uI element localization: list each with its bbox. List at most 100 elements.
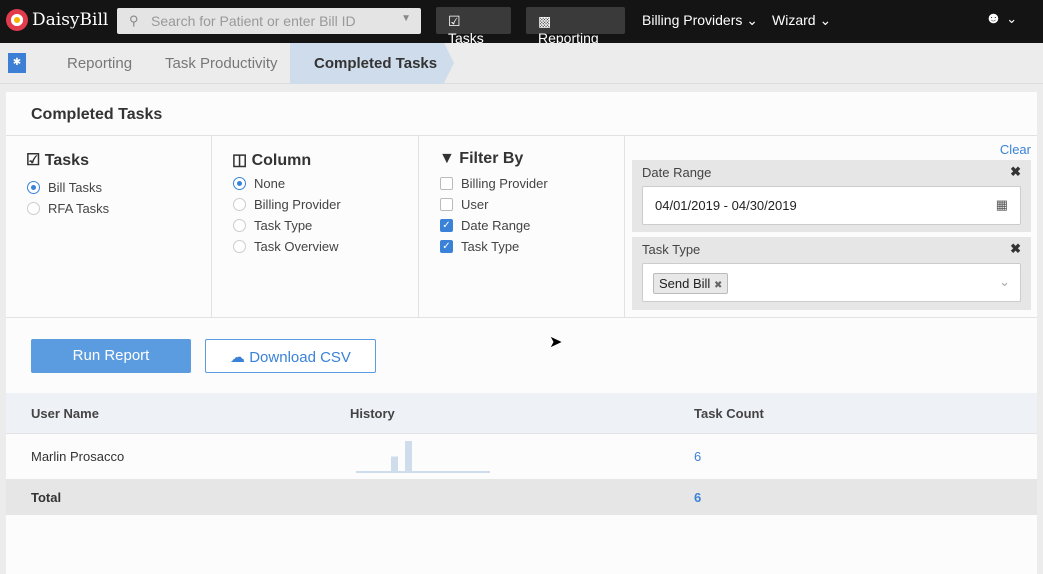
task-type-label: Task Type xyxy=(642,242,701,257)
wizard-label: Wizard xyxy=(772,12,816,28)
tasks-heading-text: Tasks xyxy=(44,152,89,169)
breadcrumb: Reporting Task Productivity Completed Ta… xyxy=(0,43,1043,84)
checkbox-billing-provider[interactable]: Billing Provider xyxy=(440,176,548,191)
task-count-link[interactable]: 6 xyxy=(694,449,702,464)
date-range-input[interactable]: 04/01/2019 - 04/30/2019 ▦ xyxy=(642,186,1021,225)
radio-button[interactable] xyxy=(233,198,246,211)
option-label: Billing Provider xyxy=(254,197,341,212)
run-report-button[interactable]: Run Report xyxy=(31,339,191,373)
remove-tag-icon[interactable]: ✖ xyxy=(713,280,723,291)
filter-by-section: ▼ Filter By Billing Provider User ✓ Date … xyxy=(419,136,625,318)
chevron-down-icon: ⌄ xyxy=(1006,11,1018,26)
option-label: Task Overview xyxy=(254,239,339,254)
task-type-filter: Task Type ✖ Send Bill ✖ ⌄ xyxy=(632,237,1031,310)
filter-heading-text: Filter By xyxy=(459,150,524,167)
radio-button[interactable] xyxy=(27,181,40,194)
clear-filters-link[interactable]: Clear xyxy=(999,142,1031,157)
column-heading-text: Column xyxy=(251,152,312,169)
column-section: ◫ Column None Billing Provider Task Type… xyxy=(212,136,419,318)
sparkline-bar xyxy=(391,456,398,472)
app-name: DaisyBill xyxy=(32,10,109,30)
search-icon: ⚲ xyxy=(129,13,139,28)
remove-filter-icon[interactable]: ✖ xyxy=(1010,241,1021,256)
history-sparkline xyxy=(356,441,490,473)
breadcrumb-task-productivity[interactable]: Task Productivity xyxy=(165,55,278,72)
columns-icon: ◫ xyxy=(232,152,248,169)
chevron-down-icon[interactable]: ⌄ xyxy=(999,274,1010,289)
option-label: Bill Tasks xyxy=(48,180,102,195)
checkbox-task-type[interactable]: ✓ Task Type xyxy=(440,239,519,254)
checkbox[interactable]: ✓ xyxy=(440,219,453,232)
tag-send-bill: Send Bill ✖ xyxy=(653,273,729,294)
option-label: RFA Tasks xyxy=(48,201,110,216)
radio-rfa-tasks[interactable]: RFA Tasks xyxy=(27,201,109,216)
tasks-heading: ☑ Tasks xyxy=(26,150,89,170)
column-heading: ◫ Column xyxy=(232,150,311,170)
mouse-cursor: ➤ xyxy=(549,334,563,351)
option-label: User xyxy=(461,197,489,212)
radio-bill-tasks[interactable]: Bill Tasks xyxy=(27,180,102,195)
checkbox[interactable]: ✓ xyxy=(440,240,453,253)
radio-button[interactable] xyxy=(233,240,246,253)
user-circle-icon: ☻ xyxy=(985,10,1002,27)
sparkline-bar xyxy=(405,441,412,472)
breadcrumb-completed-tasks: Completed Tasks xyxy=(290,43,444,84)
radio-none[interactable]: None xyxy=(233,176,285,191)
user-menu[interactable]: ☻ ⌄ xyxy=(985,10,1017,28)
date-range-value: 04/01/2019 - 04/30/2019 xyxy=(655,198,797,213)
daisy-icon xyxy=(6,9,28,31)
total-row: Total 6 xyxy=(6,479,1037,515)
sparkline-baseline xyxy=(356,471,490,473)
radio-billing-provider[interactable]: Billing Provider xyxy=(233,197,341,212)
chevron-down-icon: ⌄ xyxy=(746,12,758,28)
divider xyxy=(6,135,1037,136)
wizard-menu[interactable]: Wizard ⌄ xyxy=(772,12,831,29)
calendar-icon[interactable]: ▦ xyxy=(995,197,1008,212)
checkbox[interactable] xyxy=(440,177,453,190)
reporting-button[interactable]: ▩ Reporting xyxy=(526,7,625,46)
radio-button[interactable] xyxy=(27,202,40,215)
chevron-down-icon: ⌄ xyxy=(819,12,832,28)
checkbox-date-range[interactable]: ✓ Date Range xyxy=(440,218,530,233)
daisybill-logo[interactable]: DaisyBill xyxy=(6,9,108,31)
billing-providers-menu[interactable]: Billing Providers ⌄ xyxy=(642,12,758,29)
filter-by-heading: ▼ Filter By xyxy=(439,150,523,168)
total-label: Total xyxy=(31,490,62,505)
checkbox-user[interactable]: User xyxy=(440,197,488,212)
date-range-filter: Date Range ✖ 04/01/2019 - 04/30/2019 ▦ xyxy=(632,160,1031,232)
tasks-section: ☑ Tasks Bill Tasks RFA Tasks xyxy=(6,136,212,318)
tasks-button[interactable]: ☑ Tasks xyxy=(436,7,511,46)
column-header-task-count[interactable]: Task Count xyxy=(694,406,764,421)
column-header-history: History xyxy=(350,406,395,421)
remove-filter-icon[interactable]: ✖ xyxy=(1010,164,1021,179)
clipboard-check-icon: ☑ xyxy=(448,13,461,29)
reporting-label: Reporting xyxy=(538,30,599,46)
download-csv-label: Download CSV xyxy=(249,349,351,366)
total-count-link[interactable]: 6 xyxy=(694,490,702,505)
download-csv-button[interactable]: ☁ Download CSV xyxy=(205,339,376,373)
option-label: None xyxy=(254,176,286,191)
option-label: Billing Provider xyxy=(461,176,548,191)
breadcrumb-reporting[interactable]: Reporting xyxy=(67,55,133,72)
filter-icon: ▼ xyxy=(439,150,455,167)
table-header: User Name History Task Count xyxy=(6,393,1037,434)
checkbox[interactable] xyxy=(440,198,453,211)
option-label: Task Type xyxy=(254,218,313,233)
radio-button[interactable] xyxy=(233,177,246,190)
tag-label: Send Bill xyxy=(659,276,711,291)
table-row: Marlin Prosacco 6 xyxy=(6,434,1037,479)
tasks-label: Tasks xyxy=(448,30,484,46)
breadcrumb-arrow xyxy=(444,43,454,83)
search-input[interactable]: ⚲ Search for Patient or enter Bill ID ▼ xyxy=(117,8,421,34)
chevron-down-icon: ▼ xyxy=(401,13,411,24)
column-header-user-name[interactable]: User Name xyxy=(31,406,99,421)
option-label: Task Type xyxy=(461,239,520,254)
radio-button[interactable] xyxy=(233,219,246,232)
radio-task-overview[interactable]: Task Overview xyxy=(233,239,339,254)
task-type-select[interactable]: Send Bill ✖ ⌄ xyxy=(642,263,1021,302)
top-navbar: DaisyBill ⚲ Search for Patient or enter B… xyxy=(0,0,1043,46)
radio-task-type[interactable]: Task Type xyxy=(233,218,312,233)
home-icon[interactable]: ✱ xyxy=(8,53,26,73)
user-name-cell: Marlin Prosacco xyxy=(31,449,125,464)
divider xyxy=(6,317,1037,318)
